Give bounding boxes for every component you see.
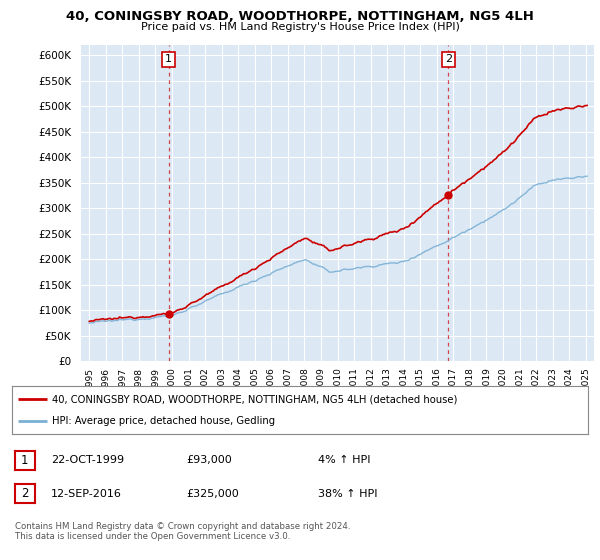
Text: 40, CONINGSBY ROAD, WOODTHORPE, NOTTINGHAM, NG5 4LH (detached house): 40, CONINGSBY ROAD, WOODTHORPE, NOTTINGH… (52, 394, 458, 404)
Text: 38% ↑ HPI: 38% ↑ HPI (318, 489, 377, 499)
Text: 2: 2 (21, 487, 29, 501)
Text: 1: 1 (21, 454, 29, 467)
Text: 12-SEP-2016: 12-SEP-2016 (51, 489, 122, 499)
Text: Contains HM Land Registry data © Crown copyright and database right 2024.
This d: Contains HM Land Registry data © Crown c… (15, 522, 350, 542)
Text: Price paid vs. HM Land Registry's House Price Index (HPI): Price paid vs. HM Land Registry's House … (140, 22, 460, 32)
Text: £325,000: £325,000 (186, 489, 239, 499)
Text: 40, CONINGSBY ROAD, WOODTHORPE, NOTTINGHAM, NG5 4LH: 40, CONINGSBY ROAD, WOODTHORPE, NOTTINGH… (66, 10, 534, 23)
Text: 1: 1 (165, 54, 172, 64)
Text: 22-OCT-1999: 22-OCT-1999 (51, 455, 124, 465)
Text: HPI: Average price, detached house, Gedling: HPI: Average price, detached house, Gedl… (52, 416, 275, 426)
Text: 4% ↑ HPI: 4% ↑ HPI (318, 455, 371, 465)
Text: 2: 2 (445, 54, 452, 64)
Text: £93,000: £93,000 (186, 455, 232, 465)
Bar (577, 45, 594, 361)
